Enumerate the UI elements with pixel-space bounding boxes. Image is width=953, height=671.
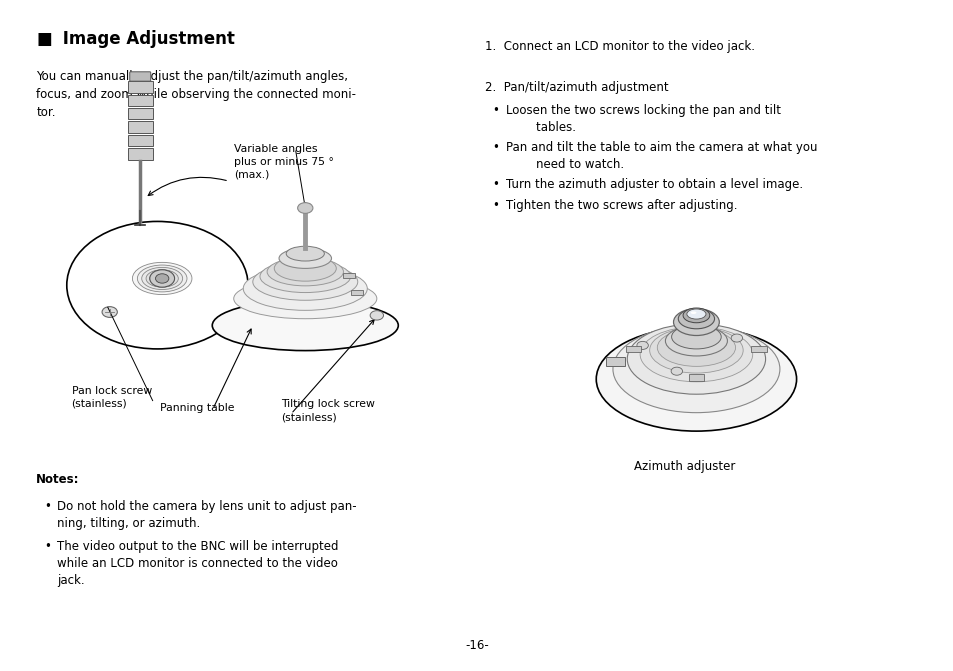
Ellipse shape bbox=[596, 327, 796, 431]
Ellipse shape bbox=[671, 325, 720, 349]
Bar bbox=[128, 108, 152, 119]
Text: The video output to the BNC will be interrupted
while an LCD monitor is connecte: The video output to the BNC will be inte… bbox=[57, 540, 338, 587]
Text: Pan lock screw
(stainless): Pan lock screw (stainless) bbox=[71, 386, 152, 409]
Text: Turn the azimuth adjuster to obtain a level image.: Turn the azimuth adjuster to obtain a le… bbox=[505, 178, 801, 191]
Bar bbox=[128, 121, 152, 133]
Text: Pan and tilt the table to aim the camera at what you
        need to watch.: Pan and tilt the table to aim the camera… bbox=[505, 141, 817, 171]
Text: Image Adjustment: Image Adjustment bbox=[57, 30, 234, 48]
Text: Loosen the two screws locking the pan and tilt
        tables.: Loosen the two screws locking the pan an… bbox=[505, 104, 780, 134]
Ellipse shape bbox=[657, 329, 735, 366]
Ellipse shape bbox=[233, 278, 376, 319]
Text: •: • bbox=[44, 500, 51, 513]
Ellipse shape bbox=[274, 256, 335, 281]
Ellipse shape bbox=[212, 301, 398, 351]
Bar bbox=[128, 81, 152, 93]
Text: Panning table: Panning table bbox=[160, 403, 234, 413]
Circle shape bbox=[150, 270, 174, 287]
Text: •: • bbox=[492, 104, 498, 117]
Bar bbox=[351, 290, 362, 295]
Ellipse shape bbox=[278, 248, 332, 268]
Ellipse shape bbox=[142, 268, 182, 290]
Text: Notes:: Notes: bbox=[36, 473, 80, 486]
Text: •: • bbox=[492, 178, 498, 191]
Circle shape bbox=[637, 342, 648, 350]
Ellipse shape bbox=[678, 309, 714, 329]
Ellipse shape bbox=[686, 309, 705, 319]
Bar bbox=[128, 95, 152, 106]
Text: Do not hold the camera by lens unit to adjust pan-
ning, tilting, or azimuth.: Do not hold the camera by lens unit to a… bbox=[57, 500, 356, 530]
Text: •: • bbox=[492, 141, 498, 154]
Ellipse shape bbox=[649, 327, 742, 373]
Ellipse shape bbox=[626, 323, 764, 394]
Bar bbox=[751, 346, 766, 352]
Text: -16-: -16- bbox=[465, 639, 488, 652]
Bar bbox=[605, 357, 624, 366]
Text: ■: ■ bbox=[36, 30, 52, 48]
Ellipse shape bbox=[146, 270, 178, 287]
Ellipse shape bbox=[137, 265, 187, 292]
Circle shape bbox=[370, 311, 383, 320]
Bar bbox=[625, 346, 640, 352]
Ellipse shape bbox=[243, 267, 367, 310]
Bar bbox=[343, 273, 355, 278]
Text: 2.  Pan/tilt/azimuth adjustment: 2. Pan/tilt/azimuth adjustment bbox=[484, 81, 667, 93]
Ellipse shape bbox=[150, 272, 174, 285]
Ellipse shape bbox=[639, 327, 752, 382]
Bar bbox=[688, 374, 703, 381]
Ellipse shape bbox=[682, 308, 709, 323]
Circle shape bbox=[67, 221, 248, 349]
Ellipse shape bbox=[612, 325, 780, 413]
Text: Tilting lock screw
(stainless): Tilting lock screw (stainless) bbox=[281, 399, 375, 422]
Text: You can manually adjust the pan/tilt/azimuth angles,
focus, and zoom while obser: You can manually adjust the pan/tilt/azi… bbox=[36, 70, 355, 119]
Ellipse shape bbox=[673, 309, 719, 336]
Circle shape bbox=[670, 367, 681, 375]
Circle shape bbox=[297, 203, 313, 213]
Bar bbox=[128, 148, 152, 160]
Ellipse shape bbox=[259, 260, 351, 293]
Ellipse shape bbox=[286, 246, 324, 261]
Bar bbox=[128, 135, 152, 146]
Text: 1.  Connect an LCD monitor to the video jack.: 1. Connect an LCD monitor to the video j… bbox=[484, 40, 754, 53]
Text: •: • bbox=[44, 540, 51, 553]
Circle shape bbox=[155, 274, 169, 283]
Ellipse shape bbox=[253, 264, 357, 301]
Text: Azimuth adjuster: Azimuth adjuster bbox=[634, 460, 735, 472]
Circle shape bbox=[730, 334, 741, 342]
Ellipse shape bbox=[132, 262, 192, 295]
Text: Variable angles
plus or minus 75 °
(max.): Variable angles plus or minus 75 ° (max.… bbox=[233, 144, 334, 180]
Circle shape bbox=[102, 307, 117, 317]
Text: •: • bbox=[492, 199, 498, 212]
Ellipse shape bbox=[690, 311, 696, 314]
FancyBboxPatch shape bbox=[130, 72, 151, 81]
Text: Tighten the two screws after adjusting.: Tighten the two screws after adjusting. bbox=[505, 199, 737, 212]
Ellipse shape bbox=[664, 325, 726, 356]
Ellipse shape bbox=[267, 258, 343, 286]
